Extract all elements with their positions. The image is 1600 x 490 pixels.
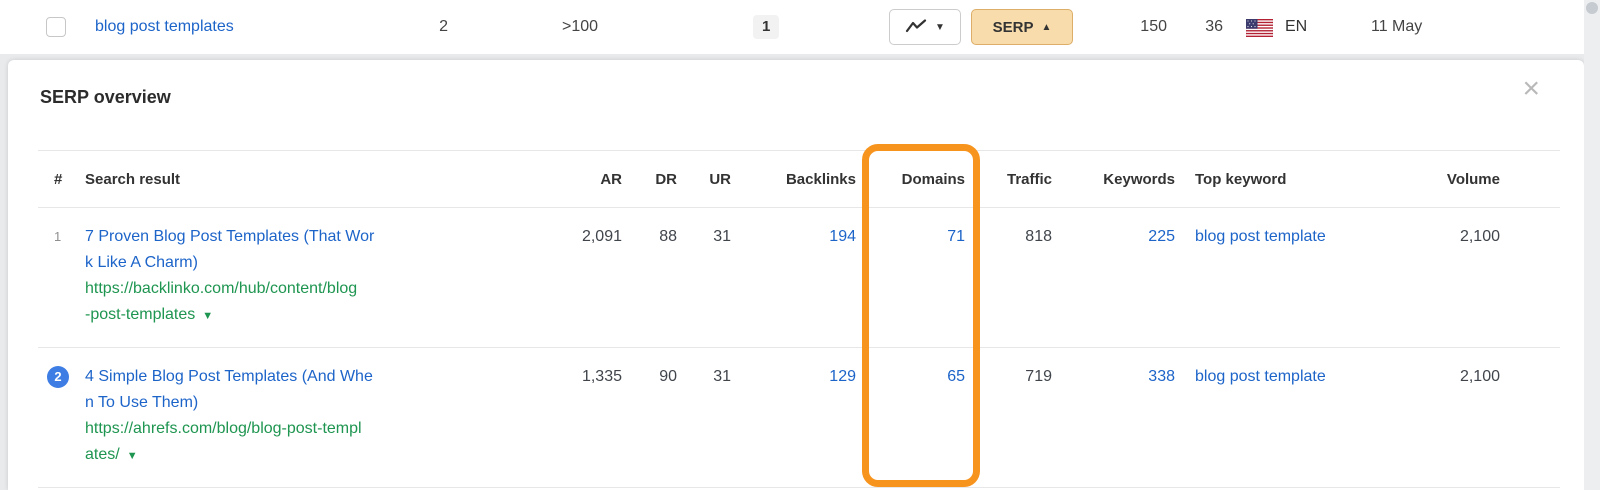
position-badge: 2 <box>47 366 69 388</box>
result-url-line-text: ates/ <box>85 446 120 463</box>
top-keyword-cell: blog post template <box>1175 207 1440 348</box>
result-url-line-text: -post-templates <box>85 306 196 323</box>
result-url-line: -post-templates ▼ <box>85 302 535 329</box>
domains-cell: 65 <box>856 347 965 488</box>
close-icon[interactable]: × <box>1522 72 1540 105</box>
table-row: 2 4 Simple Blog Post Templates (And Whe … <box>38 347 1560 488</box>
header-domains: Domains <box>856 150 965 208</box>
traffic-cell: 719 <box>965 347 1052 488</box>
kd-value: 2 <box>439 18 448 35</box>
backlinks-link[interactable]: 194 <box>829 228 856 245</box>
domains-link[interactable]: 71 <box>947 228 965 245</box>
clicks-value: 36 <box>1205 18 1223 35</box>
keyword-table-row: blog post templates 2 >100 1 ▼ SERP ▲ 15… <box>0 0 1584 54</box>
keywords-link[interactable]: 338 <box>1148 368 1175 385</box>
position-cell: 2 <box>38 347 85 488</box>
header-position: # <box>38 150 85 208</box>
us-flag-icon <box>1245 18 1274 42</box>
dr-cell: 88 <box>622 207 677 348</box>
panel-title: SERP overview <box>40 87 171 107</box>
header-volume: Volume <box>1440 150 1560 208</box>
trend-chart-button[interactable]: ▼ <box>889 9 961 45</box>
ur-cell: 31 <box>677 347 731 488</box>
keywords-link[interactable]: 225 <box>1148 228 1175 245</box>
cpc-value: >100 <box>562 18 599 35</box>
result-title-line: n To Use Them) <box>85 394 199 411</box>
result-url-line: ates/ ▼ <box>85 442 535 469</box>
header-dr: DR <box>622 150 677 208</box>
position-cell: 1 <box>38 207 85 348</box>
chevron-up-icon: ▲ <box>1041 21 1052 33</box>
backlinks-cell: 129 <box>731 347 856 488</box>
scrollbar-track[interactable] <box>1584 0 1600 490</box>
result-url-line: https://ahrefs.com/blog/blog-post-templ <box>85 420 362 437</box>
ar-cell: 2,091 <box>535 207 622 348</box>
keyword-link[interactable]: blog post templates <box>95 18 234 35</box>
position-number: 1 <box>54 229 62 244</box>
header-traffic: Traffic <box>965 150 1052 208</box>
keywords-cell: 338 <box>1052 347 1175 488</box>
chevron-down-icon[interactable]: ▼ <box>126 450 138 462</box>
serp-overview-panel: SERP overview × # Search result AR DR UR <box>8 60 1584 490</box>
table-header-row: # Search result AR DR UR Backlinks Domai… <box>38 150 1560 208</box>
header-ar: AR <box>535 150 622 208</box>
domains-link[interactable]: 65 <box>947 368 965 385</box>
scrollbar-thumb[interactable] <box>1586 2 1598 14</box>
language-label: EN <box>1285 18 1308 35</box>
result-url-link[interactable]: https://ahrefs.com/blog/blog-post-templ … <box>85 416 535 469</box>
header-top-keyword: Top keyword <box>1175 150 1440 208</box>
header-search-result: Search result <box>85 150 535 208</box>
chevron-down-icon[interactable]: ▼ <box>202 310 214 322</box>
result-title-line: k Like A Charm) <box>85 254 198 271</box>
volume-value: 150 <box>1140 18 1167 35</box>
volume-cell: 2,100 <box>1440 207 1560 348</box>
header-backlinks: Backlinks <box>731 150 856 208</box>
ar-cell: 1,335 <box>535 347 622 488</box>
dr-cell: 90 <box>622 347 677 488</box>
domains-cell: 71 <box>856 207 965 348</box>
backlinks-cell: 194 <box>731 207 856 348</box>
result-title-link[interactable]: 7 Proven Blog Post Templates (That Wor k… <box>85 224 535 276</box>
result-url-line: https://backlinko.com/hub/content/blog <box>85 280 358 297</box>
chevron-down-icon: ▼ <box>935 21 945 33</box>
row-checkbox[interactable] <box>46 17 66 37</box>
trend-chart-icon <box>905 18 927 36</box>
serp-toggle-button[interactable]: SERP ▲ <box>971 9 1073 45</box>
header-keywords: Keywords <box>1052 150 1175 208</box>
serp-results-table: # Search result AR DR UR Backlinks Domai… <box>38 150 1560 488</box>
volume-cell: 2,100 <box>1440 347 1560 488</box>
search-result-cell: 7 Proven Blog Post Templates (That Wor k… <box>85 207 535 348</box>
top-keyword-cell: blog post template <box>1175 347 1440 488</box>
serp-button-label: SERP <box>992 18 1034 36</box>
result-title-line: 4 Simple Blog Post Templates (And Whe <box>85 368 373 385</box>
backlinks-link[interactable]: 129 <box>829 368 856 385</box>
updated-date: 11 May <box>1371 18 1423 35</box>
result-title-line: 7 Proven Blog Post Templates (That Wor <box>85 228 375 245</box>
header-ur: UR <box>677 150 731 208</box>
traffic-cell: 818 <box>965 207 1052 348</box>
serp-features-count-badge: 1 <box>753 15 780 39</box>
result-title-link[interactable]: 4 Simple Blog Post Templates (And Whe n … <box>85 364 535 416</box>
top-keyword-link[interactable]: blog post template <box>1195 368 1326 385</box>
table-row: 1 7 Proven Blog Post Templates (That Wor… <box>38 207 1560 348</box>
keywords-cell: 225 <box>1052 207 1175 348</box>
top-keyword-link[interactable]: blog post template <box>1195 228 1326 245</box>
ur-cell: 31 <box>677 207 731 348</box>
search-result-cell: 4 Simple Blog Post Templates (And Whe n … <box>85 347 535 488</box>
result-url-link[interactable]: https://backlinko.com/hub/content/blog -… <box>85 276 535 329</box>
